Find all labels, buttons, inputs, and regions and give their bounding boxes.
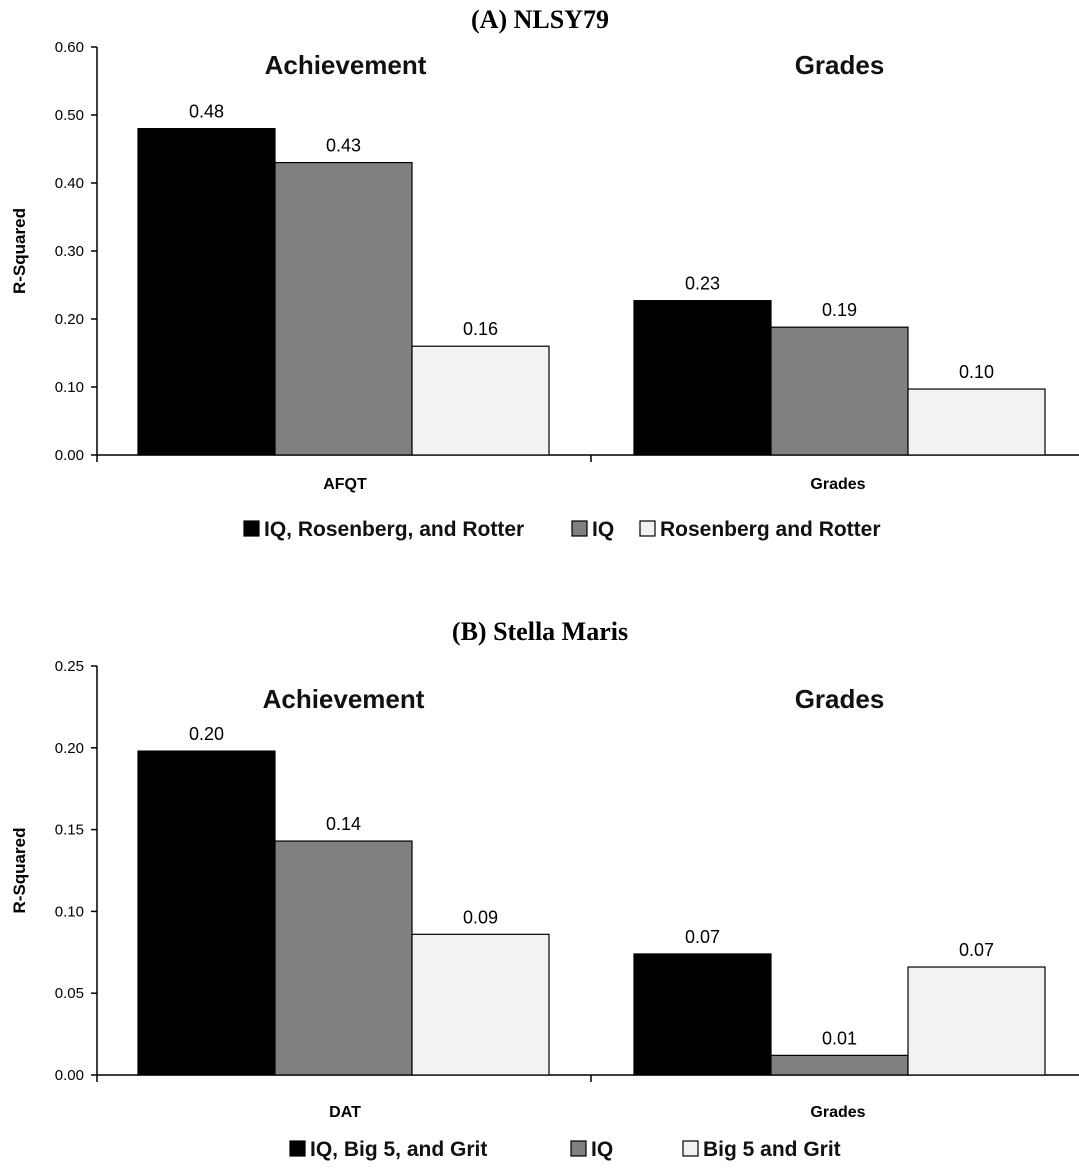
legend-swatch (571, 520, 588, 537)
y-axis-label: R-Squared (10, 208, 29, 294)
bar-value-label: 0.20 (189, 724, 224, 744)
y-tick-label: 0.20 (55, 740, 84, 757)
bar-value-label: 0.19 (822, 300, 857, 320)
y-tick-label: 0.00 (55, 1067, 84, 1084)
legend-swatch (289, 1140, 306, 1157)
chart-title: (A) NLSY79 (471, 5, 609, 34)
bar-value-label: 0.43 (326, 136, 361, 156)
x-category-label: DAT (329, 1104, 361, 1121)
legend-label: Big 5 and Grit (703, 1138, 841, 1161)
bar (770, 326, 909, 456)
bar (907, 966, 1046, 1076)
bar (137, 128, 276, 456)
y-tick-label: 0.50 (55, 107, 84, 124)
legend-swatch (682, 1140, 699, 1157)
x-category-label: Grades (810, 476, 865, 493)
y-tick-label: 0.30 (55, 243, 84, 260)
legend: IQ, Big 5, and Grit IQ Big 5 and Grit (289, 1138, 841, 1161)
bar-value-label: 0.01 (822, 1028, 857, 1048)
y-tick-label: 0.10 (55, 903, 84, 920)
chart-panel-b: (B) Stella Maris 0.00 0.05 0.10 0.15 0.20 0.25… (10, 617, 1079, 1161)
bar (411, 345, 550, 456)
group-heading: Achievement (265, 50, 427, 80)
group-heading: Grades (795, 50, 885, 80)
bar-value-label: 0.14 (326, 814, 361, 834)
y-tick-label: 0.60 (55, 39, 84, 56)
bar (907, 388, 1046, 456)
y-tick-label: 0.40 (55, 175, 84, 192)
x-category-label: Grades (810, 1104, 865, 1121)
y-tick-label: 0.25 (55, 658, 84, 675)
y-tick-label: 0.00 (55, 447, 84, 464)
bar-value-label: 0.23 (685, 274, 720, 294)
bar-value-label: 0.07 (685, 927, 720, 947)
y-tick-label: 0.20 (55, 311, 84, 328)
group-heading: Achievement (263, 684, 425, 714)
legend-swatch (243, 520, 260, 537)
legend-swatch (570, 1140, 587, 1157)
legend-label: IQ, Rosenberg, and Rotter (264, 518, 524, 541)
chart-panel-a: (A) NLSY79 0.00 0.10 0.20 0.30 0.40 0.50 0.60 R-… (10, 5, 1079, 541)
y-tick-label: 0.10 (55, 379, 84, 396)
x-category-label: AFQT (323, 476, 367, 493)
y-tick-label: 0.05 (55, 985, 84, 1002)
legend-label: IQ, Big 5, and Grit (310, 1138, 487, 1161)
bar (274, 162, 413, 456)
bar (633, 300, 772, 456)
legend-label: IQ (592, 518, 614, 541)
bar (411, 933, 550, 1076)
bar-value-label: 0.10 (959, 362, 994, 382)
bar-value-label: 0.09 (463, 907, 498, 927)
bar (770, 1054, 909, 1076)
group-heading: Grades (795, 684, 885, 714)
legend-label: Rosenberg and Rotter (660, 518, 881, 541)
bar-value-label: 0.07 (959, 940, 994, 960)
legend-label: IQ (591, 1138, 613, 1161)
bar-value-label: 0.48 (189, 102, 224, 122)
bar (137, 750, 276, 1076)
legend-swatch (639, 520, 656, 537)
bar (274, 840, 413, 1076)
bar-value-label: 0.16 (463, 319, 498, 339)
y-tick-label: 0.15 (55, 822, 84, 839)
y-axis-label: R-Squared (10, 828, 29, 914)
legend: IQ, Rosenberg, and Rotter IQ Rosenberg and… (243, 518, 881, 541)
bar (633, 953, 772, 1076)
chart-title: (B) Stella Maris (452, 617, 628, 646)
